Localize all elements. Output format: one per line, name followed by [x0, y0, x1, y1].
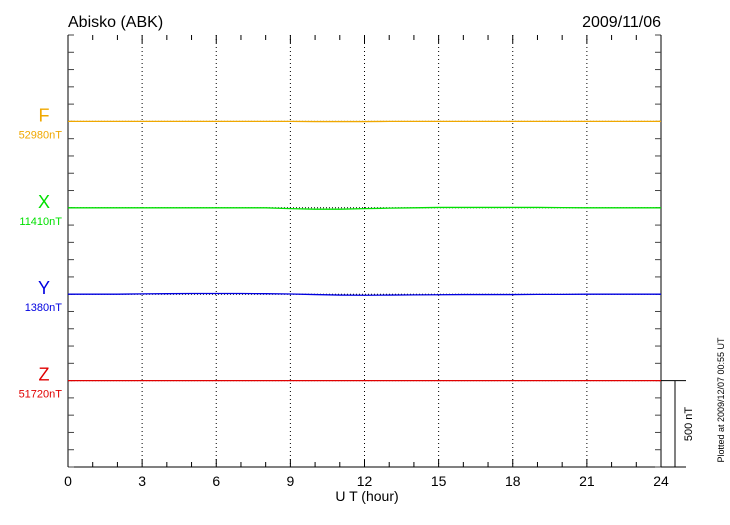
x-tick-label: 6 — [212, 473, 220, 489]
plotted-at-footer: Plotted at 2009/12/07 00:55 UT — [716, 337, 726, 463]
x-tick-label: 0 — [64, 473, 72, 489]
series-baseline-f: 52980nT — [19, 129, 63, 141]
x-tick-label: 9 — [286, 473, 294, 489]
x-tick-label: 24 — [653, 473, 669, 489]
chart-title: Abisko (ABK) — [68, 14, 163, 31]
series-baseline-x: 11410nT — [19, 216, 62, 228]
series-name-x: X — [38, 192, 50, 212]
series-name-z: Z — [39, 365, 50, 385]
scale-bar-label: 500 nT — [683, 407, 695, 442]
x-tick-label: 3 — [138, 473, 146, 489]
x-tick-label: 21 — [579, 473, 595, 489]
series-line-y — [68, 294, 661, 296]
x-tick-label: 15 — [431, 473, 447, 489]
series-name-f: F — [39, 105, 50, 125]
x-axis-label: U T (hour) — [335, 488, 398, 504]
chart-date: 2009/11/06 — [582, 14, 661, 31]
series-baseline-z: 51720nT — [19, 389, 63, 401]
x-tick-label: 18 — [505, 473, 521, 489]
series-name-y: Y — [38, 278, 50, 298]
x-tick-label: 12 — [357, 473, 373, 489]
series-baseline-y: 1380nT — [25, 302, 63, 314]
